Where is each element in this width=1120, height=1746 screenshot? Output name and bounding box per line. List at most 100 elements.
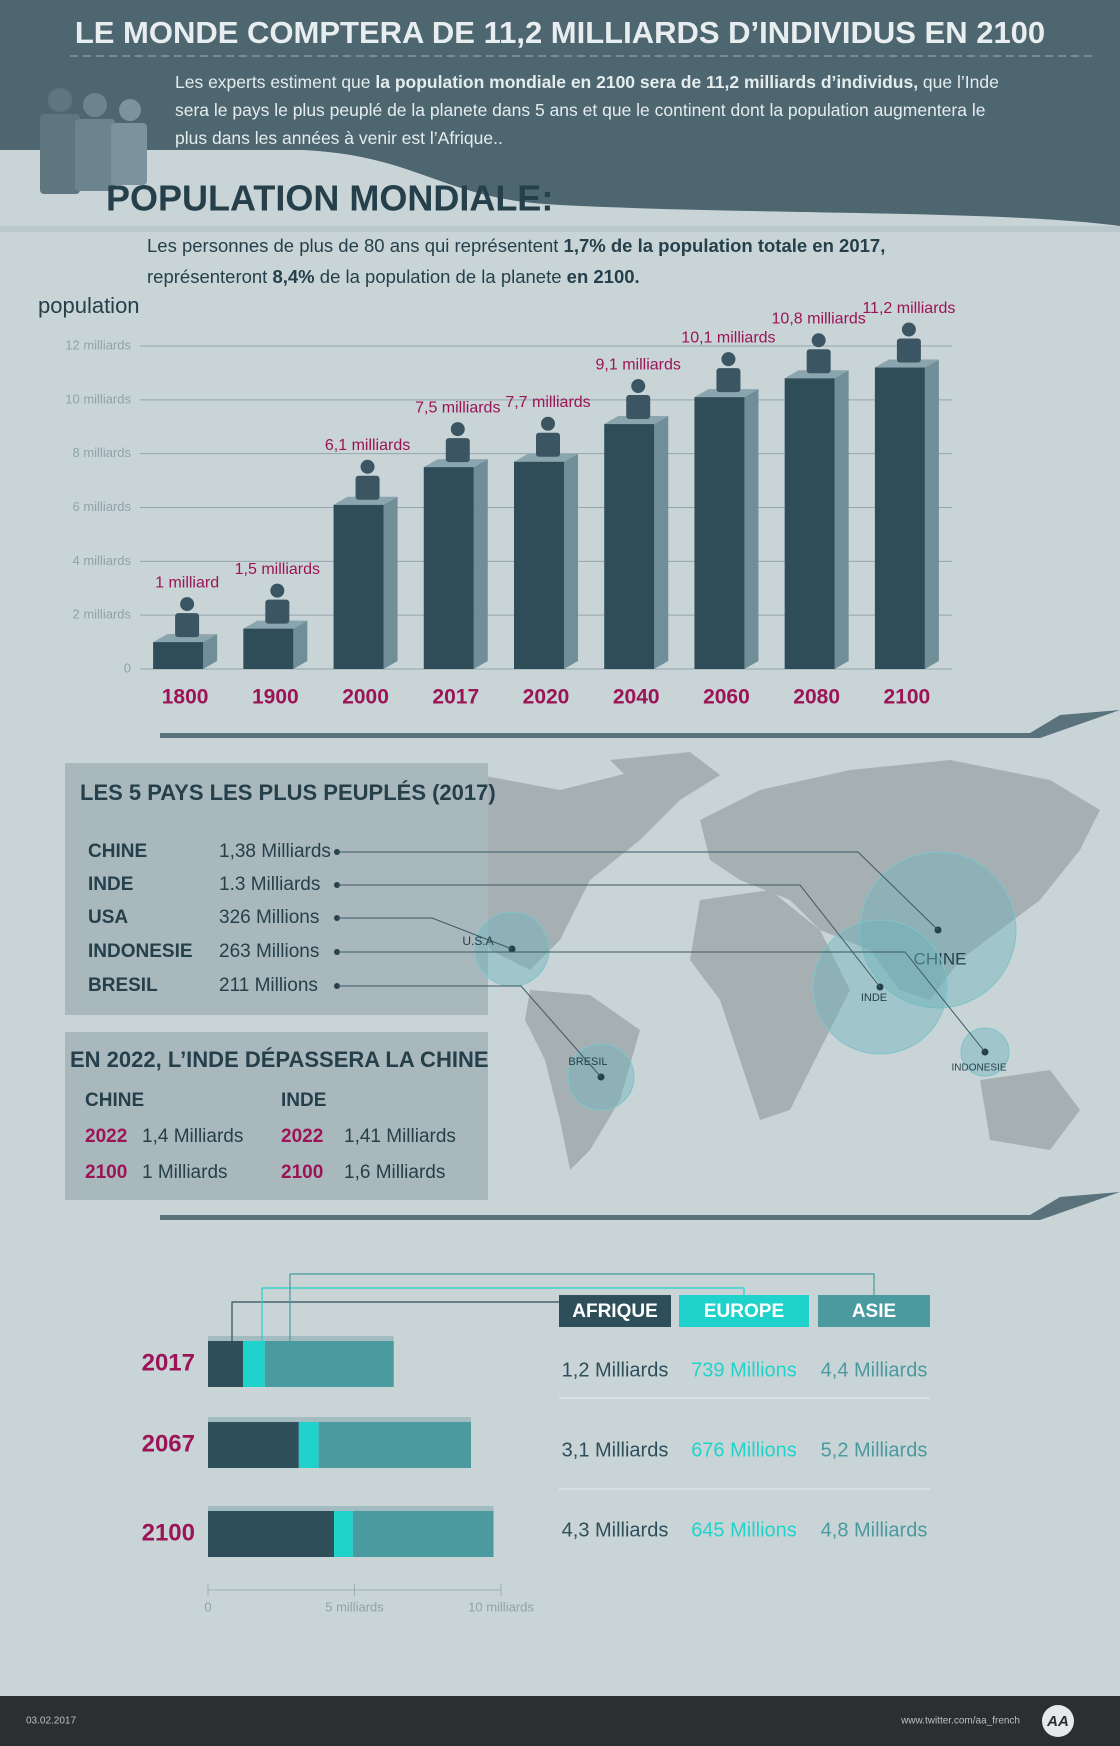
person-head	[450, 422, 465, 437]
bar-side	[744, 389, 759, 669]
x-tick-label: 2000	[342, 686, 389, 709]
y-tick-label: 2 milliards	[72, 607, 131, 622]
person-head	[180, 597, 195, 612]
person-body	[716, 368, 741, 393]
country-value: 263 Millions	[219, 941, 319, 962]
text-segment: la population mondiale en 2100 sera de 1…	[375, 72, 919, 92]
bar	[784, 378, 835, 669]
forecast-value: 1,4 Milliards	[142, 1126, 243, 1147]
person-body	[355, 475, 380, 500]
value-label: 7,5 milliards	[415, 399, 500, 416]
bar	[514, 461, 564, 669]
bar-segment	[298, 1422, 319, 1468]
title: LE MONDE COMPTERA DE 11,2 MILLIARDS D’IN…	[75, 15, 1045, 50]
person-head	[360, 459, 375, 474]
text-segment: de la population de la planete	[314, 265, 567, 287]
x-tick-label: 10 milliards	[468, 1599, 534, 1614]
value-label: 4,3 Milliards	[562, 1519, 669, 1541]
column-title: CHINE	[85, 1090, 144, 1111]
bar-top	[243, 620, 308, 629]
bar-segment	[318, 1422, 471, 1468]
forecast-year: 2022	[281, 1126, 323, 1147]
x-tick-label: 2100	[884, 686, 931, 709]
bar-top	[874, 359, 939, 368]
bar-segment	[208, 1341, 244, 1387]
connector	[231, 1295, 616, 1341]
person-head	[811, 333, 826, 348]
text-segment: 1,7% de la population totale en 2017,	[563, 235, 886, 256]
legend-label: ASIE	[852, 1301, 896, 1322]
category-label: 2100	[142, 1519, 195, 1546]
leader-line	[337, 884, 881, 988]
value-label: 5,2 Milliards	[821, 1439, 928, 1461]
bar-top	[423, 459, 488, 468]
person-icon	[716, 352, 741, 393]
person-icon	[896, 322, 921, 363]
y-tick-label: 6 milliards	[72, 499, 131, 514]
logo-badge	[1042, 1705, 1074, 1737]
person-head	[541, 416, 555, 431]
person-body	[896, 338, 921, 363]
bar-segment	[264, 1341, 394, 1387]
bar-segment	[208, 1422, 299, 1468]
country-name: INDONESIE	[88, 941, 193, 962]
bar-top	[694, 389, 759, 398]
bar-side	[203, 634, 218, 669]
y-tick-label: 8 milliards	[72, 445, 131, 460]
countries-box	[65, 763, 488, 1015]
person-head	[901, 322, 916, 337]
chart-subtitle: Les personnes de plus de 80 ans qui repr…	[147, 231, 997, 292]
map-label: CHINE	[914, 949, 967, 968]
bar-top	[153, 634, 218, 643]
map-label: INDE	[861, 992, 887, 1004]
person-icon	[536, 416, 560, 457]
y-tick-label: 12 milliards	[65, 337, 131, 352]
intro-text: Les experts estiment que la population m…	[175, 68, 1015, 152]
x-tick-label: 1900	[252, 686, 299, 709]
bar	[243, 628, 294, 669]
person-icon	[175, 597, 200, 638]
person-icon	[355, 459, 380, 500]
category-label: 2017	[142, 1349, 195, 1376]
text-segment: en 2100.	[566, 265, 640, 287]
bar-side	[293, 620, 308, 669]
footer-band	[0, 1696, 1120, 1746]
leader-line	[337, 951, 986, 1053]
bar-top	[208, 1506, 494, 1511]
value-label: 9,1 milliards	[596, 356, 681, 373]
value-label: 1,2 Milliards	[562, 1359, 669, 1381]
forecast-value: 1,41 Milliards	[344, 1126, 456, 1147]
forecast-value: 1,6 Milliards	[344, 1162, 445, 1183]
people-icon	[40, 88, 147, 194]
bar-side	[924, 359, 939, 669]
person-body	[445, 438, 470, 463]
divider	[160, 710, 1120, 738]
value-label: 1,5 milliards	[235, 561, 320, 578]
y-tick-label: 4 milliards	[72, 553, 131, 568]
value-label: 7,7 milliards	[505, 394, 590, 411]
bar-side	[473, 459, 488, 669]
map-label: INDONESIE	[951, 1063, 1006, 1074]
person-body	[265, 599, 290, 624]
bar-segment	[352, 1511, 494, 1557]
country-name: INDE	[88, 874, 133, 895]
forecast-year: 2100	[281, 1162, 323, 1183]
person-head	[270, 583, 285, 598]
person-head	[631, 379, 646, 394]
value-label: 10,1 milliards	[681, 329, 775, 346]
legend-label: EUROPE	[704, 1301, 784, 1322]
box-title: EN 2022, L’INDE DÉPASSERA LA CHINE	[70, 1047, 489, 1072]
person-icon	[445, 422, 470, 463]
x-tick-label: 2040	[613, 686, 660, 709]
forecast-value: 1 Milliards	[142, 1162, 228, 1183]
value-label: 11,2 milliards	[862, 300, 955, 317]
divider	[160, 1192, 1120, 1220]
bar-side	[834, 370, 849, 669]
footer-source: www.twitter.com/aa_french	[900, 1716, 1020, 1727]
value-label: 4,4 Milliards	[821, 1359, 928, 1381]
bar-top	[208, 1417, 471, 1422]
bar	[423, 467, 474, 669]
legend-label: AFRIQUE	[572, 1301, 658, 1322]
